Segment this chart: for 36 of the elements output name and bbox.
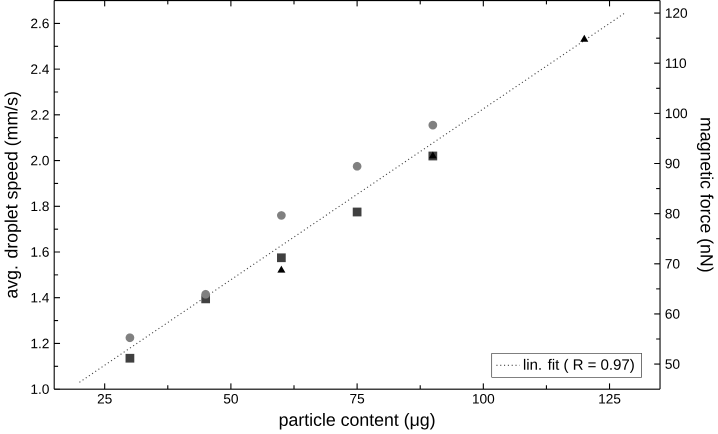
point bbox=[428, 120, 438, 130]
y2-tick-label: 70 bbox=[666, 258, 680, 269]
y-tick-label: 1.8 bbox=[31, 201, 49, 212]
point bbox=[126, 333, 134, 342]
point bbox=[277, 211, 286, 220]
point bbox=[278, 266, 286, 273]
y-tick-label: 1.2 bbox=[31, 338, 49, 348]
y2-axis-title: magnetic force (nN) bbox=[696, 118, 714, 272]
x-tick-label: 50 bbox=[224, 394, 238, 404]
y-tick-label: 2.4 bbox=[31, 64, 49, 74]
y2-tick-label: 50 bbox=[665, 359, 680, 369]
y-tick-label: 1.4 bbox=[31, 293, 49, 302]
y-tick-label: 1.6 bbox=[31, 247, 49, 257]
y2-tick-label: 100 bbox=[666, 108, 688, 118]
x-tick-label: 125 bbox=[599, 394, 620, 404]
x-tick-label: 75 bbox=[350, 394, 364, 404]
y2-tick-label: 60 bbox=[666, 309, 680, 319]
y-tick-label: 1.0 bbox=[31, 384, 49, 394]
y-tick-label: 2.0 bbox=[31, 156, 49, 166]
y2-tick-label: 120 bbox=[666, 8, 688, 18]
y2-tick-label: 90 bbox=[665, 158, 680, 168]
y-tick-label: 2.6 bbox=[31, 18, 49, 28]
y-tick-label: 2.2 bbox=[31, 110, 49, 120]
point bbox=[277, 253, 286, 262]
y2-tick-label: 110 bbox=[666, 58, 686, 68]
point bbox=[352, 208, 362, 216]
point bbox=[126, 354, 134, 363]
x-axis-title: particle content (μg) bbox=[280, 412, 434, 430]
x-tick-label: 25 bbox=[98, 394, 112, 404]
point bbox=[352, 162, 362, 171]
y2-tick-label: 80 bbox=[665, 208, 680, 218]
x-tick-label: 100 bbox=[472, 394, 494, 404]
legend-label: lin. fit ( R = 0.97) bbox=[524, 358, 634, 373]
point bbox=[201, 290, 210, 299]
point bbox=[580, 35, 588, 42]
y-axis-title: avg. droplet speed (mm/s) bbox=[4, 92, 22, 298]
